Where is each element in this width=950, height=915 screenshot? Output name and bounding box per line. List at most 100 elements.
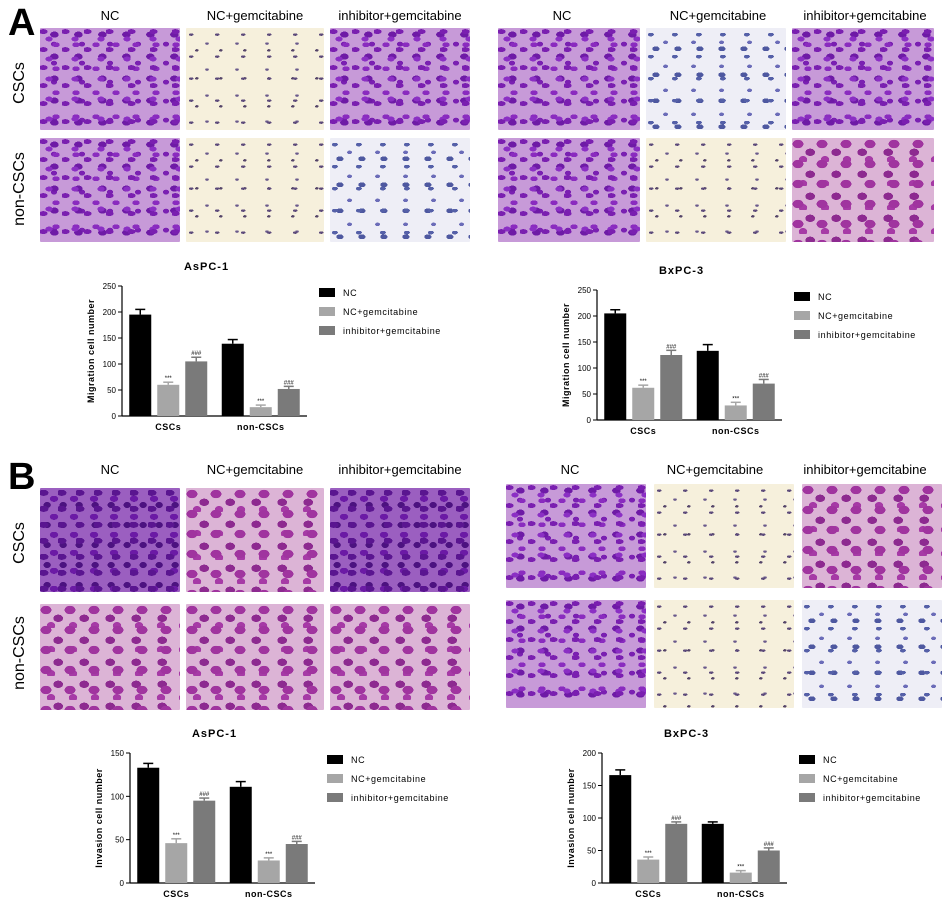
category-label: non-CSCs (712, 426, 760, 436)
y-tick-label: 100 (111, 792, 125, 801)
chart-title: AsPC-1 (192, 728, 237, 740)
category-label: CSCs (163, 889, 189, 899)
y-tick-label: 0 (587, 416, 592, 425)
legend-swatch (799, 793, 815, 802)
micrograph-b-aspc1-noncscs-nc (40, 604, 180, 710)
significance-label: *** (732, 396, 740, 402)
chart-invasion-aspc1: AsPC-1 0 50 100 150 Invasion cell number *** ##… (88, 725, 468, 915)
y-tick-label: 200 (578, 312, 592, 321)
panel-a-left-col-inhgem: inhibitor+gemcitabine (338, 8, 462, 23)
y-tick-label: 0 (120, 879, 125, 888)
significance-label: ### (199, 792, 210, 798)
bar (696, 350, 719, 420)
y-axis-label: Migration cell number (86, 299, 96, 403)
micrograph-a-aspc1-cscs-nc (40, 28, 180, 130)
y-tick-label: 100 (583, 814, 597, 823)
micrograph-b-aspc1-cscs-nc (40, 488, 180, 592)
significance-label: *** (257, 399, 265, 405)
panel-b-row-noncscs: non-CSCs (11, 616, 28, 690)
legend-swatch (319, 307, 335, 316)
panel-b-left-col-inhgem: inhibitor+gemcitabine (338, 462, 462, 477)
legend-swatch (794, 311, 810, 320)
chart-svg-0: AsPC-1 0 50 100 150 200 250 Migration cell numb… (86, 261, 440, 432)
significance-label: *** (645, 851, 653, 857)
panel-b-right-col-ncgem: NC+gemcitabine (666, 462, 764, 477)
legend-label: NC+gemcitabine (343, 307, 418, 317)
significance-label: ### (666, 344, 677, 350)
micrograph-b-aspc1-noncscs-inhgem (330, 604, 470, 710)
chart-migration-bxpc3: BxPC-3 0 50 100 150 200 250 Migration cell numb… (555, 262, 935, 452)
bar (660, 355, 683, 420)
bar (632, 387, 655, 420)
micrograph-a-aspc1-noncscs-inhgem (330, 138, 470, 242)
legend-label: inhibitor+gemcitabine (818, 330, 916, 340)
legend-label: NC+gemcitabine (351, 774, 426, 784)
micrograph-b-bxpc3-cscs-inhgem (802, 484, 942, 588)
panel-letter-b: B (8, 456, 36, 498)
y-tick-label: 250 (578, 286, 592, 295)
micrograph-a-aspc1-noncscs-nc (40, 138, 180, 242)
legend-swatch (794, 330, 810, 339)
significance-label: *** (265, 852, 273, 858)
y-tick-label: 150 (583, 782, 597, 791)
micrograph-a-bxpc3-noncscs-ncgem (646, 138, 786, 242)
significance-label: ### (284, 380, 295, 386)
micrograph-b-bxpc3-noncscs-inhgem (802, 600, 942, 708)
panel-b-right-col-inhgem: inhibitor+gemcitabine (803, 462, 927, 477)
legend-label: NC (343, 288, 357, 298)
legend-swatch (327, 774, 343, 783)
legend-swatch (327, 793, 343, 802)
category-label: CSCs (635, 889, 661, 899)
micrograph-a-bxpc3-noncscs-inhgem (792, 138, 934, 242)
legend-label: NC+gemcitabine (818, 311, 893, 321)
y-tick-label: 150 (111, 749, 125, 758)
significance-label: ### (764, 842, 775, 848)
legend-swatch (319, 288, 335, 297)
chart-title: BxPC-3 (659, 265, 704, 277)
legend-label: NC (818, 292, 832, 302)
panel-b-left-col-nc: NC (100, 462, 120, 477)
bar (221, 343, 244, 416)
legend-label: inhibitor+gemcitabine (351, 793, 449, 803)
bar (757, 850, 780, 883)
significance-label: ### (292, 835, 303, 841)
panel-a-left-col-ncgem: NC+gemcitabine (206, 8, 304, 23)
legend-swatch (799, 755, 815, 764)
y-tick-label: 200 (583, 749, 597, 758)
micrograph-a-bxpc3-cscs-nc (498, 28, 640, 130)
bar (752, 383, 775, 420)
bar (277, 388, 300, 416)
bar (665, 823, 688, 883)
micrograph-a-aspc1-noncscs-ncgem (186, 138, 324, 242)
y-tick-label: 50 (587, 847, 596, 856)
bar (257, 860, 280, 883)
y-tick-label: 200 (103, 308, 117, 317)
micrograph-a-aspc1-cscs-inhgem (330, 28, 470, 130)
panel-a-right-col-ncgem: NC+gemcitabine (669, 8, 767, 23)
micrograph-a-aspc1-cscs-ncgem (186, 28, 324, 130)
panel-a-right-col-nc: NC (552, 8, 572, 23)
panel-a-row-noncscs: non-CSCs (11, 152, 28, 226)
micrograph-b-aspc1-cscs-inhgem (330, 488, 470, 592)
y-tick-label: 100 (578, 364, 592, 373)
chart-migration-aspc1: AsPC-1 0 50 100 150 200 250 Migration cell numb… (80, 258, 460, 448)
y-tick-label: 150 (578, 338, 592, 347)
panel-b-left-col-ncgem: NC+gemcitabine (206, 462, 304, 477)
significance-label: ### (759, 373, 770, 379)
category-label: CSCs (155, 422, 181, 432)
legend-label: NC (823, 755, 837, 765)
y-axis-label: Migration cell number (561, 303, 571, 407)
bar (249, 407, 272, 416)
y-tick-label: 50 (107, 386, 116, 395)
category-label: non-CSCs (245, 889, 293, 899)
panel-a-right-col-inhgem: inhibitor+gemcitabine (803, 8, 927, 23)
category-label: non-CSCs (717, 889, 765, 899)
bar (157, 384, 180, 416)
micrograph-a-bxpc3-cscs-inhgem (792, 28, 934, 130)
y-tick-label: 50 (115, 836, 124, 845)
category-label: CSCs (630, 426, 656, 436)
legend-swatch (327, 755, 343, 764)
legend-label: NC+gemcitabine (823, 774, 898, 784)
micrograph-a-bxpc3-noncscs-nc (498, 138, 640, 242)
bar (165, 843, 188, 883)
